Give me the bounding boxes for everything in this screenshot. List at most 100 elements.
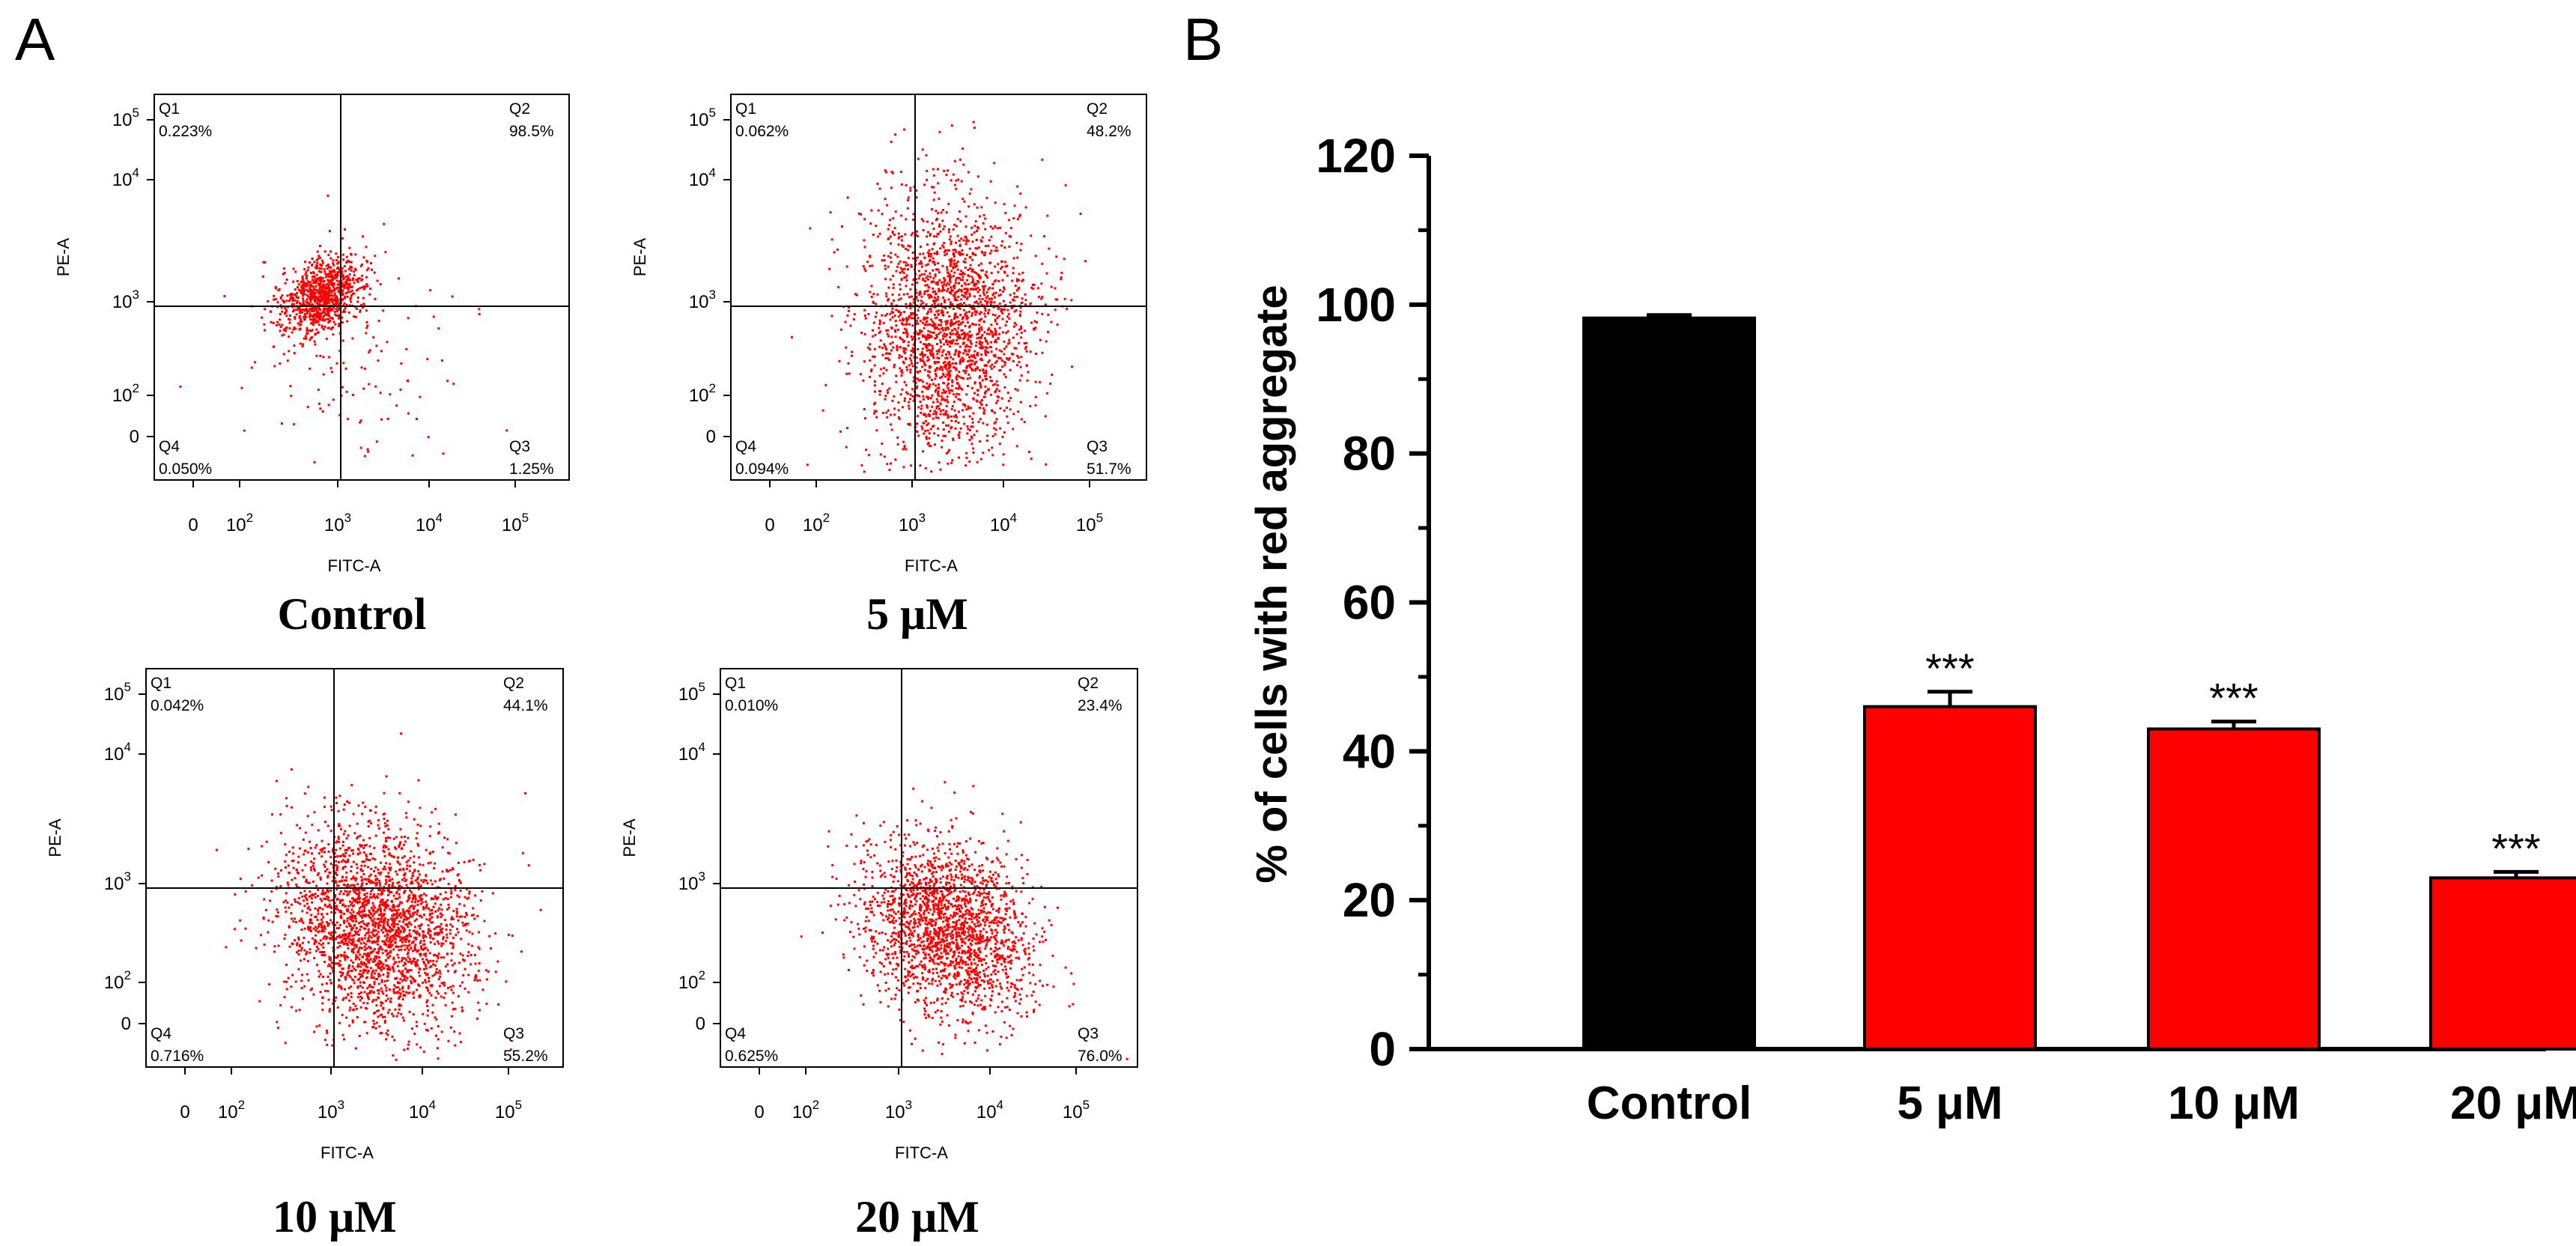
- flow-dot: [935, 374, 938, 377]
- flow-dot: [386, 979, 389, 982]
- flow-dot: [869, 222, 872, 225]
- flow-dot: [391, 1036, 394, 1038]
- flow-dot: [307, 785, 310, 788]
- flow-dot: [179, 385, 182, 388]
- flow-dot: [383, 922, 386, 925]
- flow-dot: [961, 388, 964, 391]
- flow-dot: [380, 1032, 383, 1034]
- flow-dot: [338, 979, 341, 982]
- flow-dot: [478, 308, 481, 311]
- flow-dot: [309, 922, 312, 924]
- flow-dot: [394, 923, 397, 926]
- flow-dot: [994, 201, 997, 204]
- flow-dot: [911, 252, 914, 255]
- flow-dot: [293, 293, 296, 296]
- flow-dot: [363, 286, 366, 289]
- flow-dot: [298, 920, 301, 923]
- flow-dot: [333, 289, 336, 292]
- flow-dot: [288, 872, 291, 875]
- flow-dot: [982, 213, 985, 216]
- flow-dot: [1029, 350, 1032, 353]
- flow-dot: [924, 467, 927, 469]
- flow-dot: [869, 359, 872, 362]
- flow-dot: [960, 376, 963, 379]
- flow-dot: [310, 272, 312, 274]
- flow-dot: [947, 386, 950, 389]
- flow-dot: [267, 300, 270, 303]
- flow-dot: [931, 347, 934, 350]
- flow-dot: [329, 964, 332, 967]
- flow-dot: [379, 966, 382, 969]
- flow-dot: [465, 888, 468, 890]
- flow-dot: [986, 389, 989, 392]
- flow-dot: [993, 301, 996, 304]
- flow-dot: [932, 168, 935, 171]
- flow-dot: [996, 399, 999, 402]
- flow-dot: [928, 343, 931, 345]
- flow-dot: [949, 301, 952, 304]
- flow-dot: [928, 444, 931, 447]
- flow-dot: [879, 339, 882, 342]
- flow-dot: [1060, 272, 1063, 275]
- flow-dot: [933, 327, 936, 330]
- flow-dot: [863, 332, 866, 335]
- flow-dot: [432, 897, 435, 900]
- flow-dot: [896, 344, 899, 347]
- flow-dot: [405, 917, 408, 920]
- flow-dot: [312, 862, 315, 865]
- flow-dot: [443, 984, 446, 987]
- flow-dot: [956, 374, 959, 377]
- flow-dot: [929, 307, 932, 310]
- flow-dot: [423, 878, 426, 881]
- flow-dot: [909, 189, 912, 192]
- flow-dot: [910, 304, 913, 307]
- flow-dot: [384, 940, 386, 943]
- flow-y-axis-label: PE-A: [631, 238, 649, 277]
- flow-dot: [956, 276, 959, 279]
- flow-dot: [361, 917, 364, 920]
- flow-dot: [947, 367, 950, 370]
- flow-dot: [984, 251, 987, 254]
- flow-dot: [973, 231, 976, 234]
- flow-dot: [342, 893, 345, 896]
- flow-dot: [315, 280, 318, 283]
- flow-dot: [367, 820, 370, 823]
- flow-dot: [393, 925, 395, 928]
- flow-dot: [919, 353, 922, 356]
- flow-dot: [409, 975, 412, 978]
- flow-dot: [981, 379, 984, 382]
- flow-dot: [428, 991, 431, 994]
- flow-dot: [1005, 345, 1008, 348]
- flow-dot: [306, 911, 309, 914]
- flow-dot: [997, 227, 999, 230]
- flow-dot: [932, 322, 935, 325]
- flow-dot: [938, 279, 941, 282]
- flow-dot: [343, 951, 346, 954]
- flow-dot: [889, 353, 891, 355]
- flow-dot: [962, 358, 965, 361]
- flow-dot: [335, 362, 338, 365]
- flow-dot: [943, 390, 946, 393]
- flow-dot: [326, 300, 329, 302]
- flow-dot: [357, 949, 360, 951]
- flow-dot: [938, 288, 940, 291]
- flow-dot: [943, 251, 946, 254]
- flow-dot: [965, 344, 968, 347]
- flow-dot: [338, 945, 341, 948]
- flow-dot: [434, 1016, 437, 1019]
- flow-dot: [359, 946, 362, 949]
- flow-dot: [286, 359, 289, 362]
- flow-dot: [332, 261, 335, 264]
- flow-dot: [305, 952, 308, 955]
- flow-dot: [316, 964, 318, 967]
- flow-dot: [901, 244, 904, 247]
- flow-dot: [381, 952, 384, 955]
- flow-dot: [935, 292, 938, 295]
- flow-dot: [902, 347, 905, 350]
- flow-dot: [386, 1033, 389, 1036]
- flow-dot: [915, 366, 918, 369]
- flow-dot: [969, 429, 971, 431]
- flow-dot: [378, 956, 380, 959]
- flow-dot: [321, 324, 323, 327]
- flow-dot: [372, 895, 375, 898]
